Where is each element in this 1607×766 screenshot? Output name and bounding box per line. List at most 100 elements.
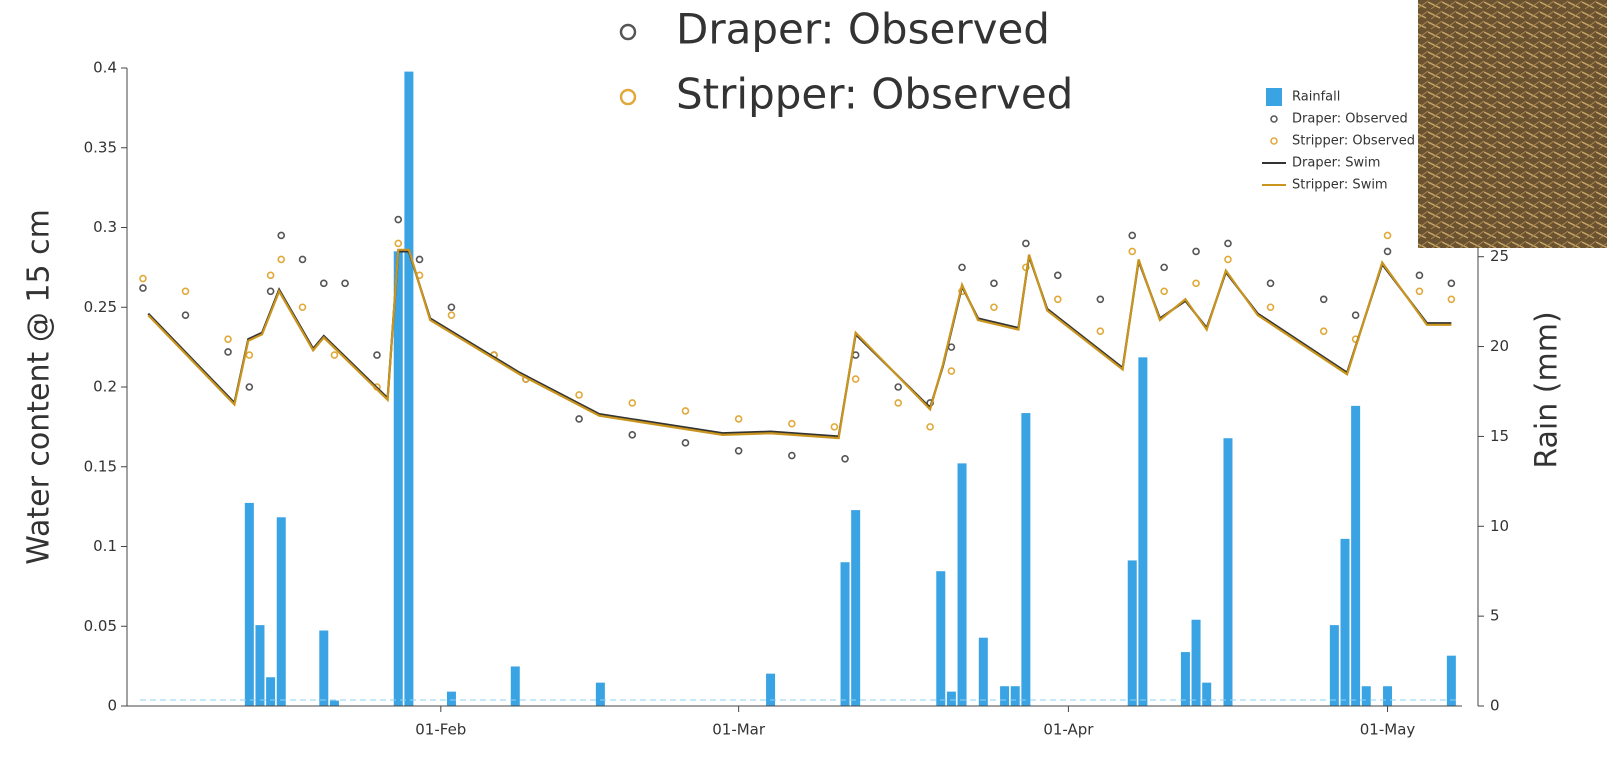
- observed-point: [1415, 271, 1424, 280]
- observed-point: [1319, 327, 1328, 335]
- x-tick-label: 01-Apr: [1043, 721, 1094, 739]
- observed-point: [224, 348, 232, 356]
- observed-point: [266, 271, 275, 280]
- legend-label: Draper: Observed: [676, 5, 1050, 54]
- observed-point: [298, 255, 307, 264]
- observed-point: [224, 335, 232, 343]
- rain-bar: [978, 637, 988, 706]
- observed-point: [1053, 295, 1062, 304]
- observed-point: [447, 303, 456, 312]
- observed-point: [1383, 247, 1392, 256]
- y-tick-label: 0.4: [93, 59, 117, 77]
- observed-point: [894, 399, 903, 407]
- legend-large: Draper: Observed Stripper: Observed: [619, 5, 1073, 119]
- observed-point: [1415, 287, 1424, 296]
- y-tick-label: 0.05: [84, 617, 117, 635]
- rain-bar: [1223, 438, 1233, 706]
- simulated-line: [147, 250, 1452, 438]
- legend-swatch: [1266, 88, 1282, 106]
- observed-point: [947, 367, 956, 375]
- observed-point: [1053, 271, 1062, 280]
- observed-point: [628, 399, 637, 407]
- observed-point: [990, 279, 998, 288]
- observed-point: [139, 274, 147, 283]
- y2-tick-label: 10: [1490, 517, 1509, 535]
- observed-point: [330, 351, 339, 359]
- rain-bar: [1191, 619, 1201, 706]
- rain-bar: [957, 463, 967, 706]
- rain-bar: [319, 630, 329, 706]
- observed-point: [139, 284, 147, 292]
- observed-point: [266, 287, 275, 296]
- legend-label: Stripper: Observed: [676, 70, 1073, 119]
- observed-point: [575, 391, 583, 399]
- observed-point: [277, 255, 286, 264]
- observed-point: [415, 255, 424, 264]
- y2-tick-label: 25: [1490, 247, 1509, 265]
- observed-point: [447, 311, 456, 320]
- observed-point: [1096, 327, 1105, 335]
- observed-point: [181, 287, 190, 296]
- observed-point: [734, 415, 743, 423]
- y2-tick-label: 5: [1490, 607, 1500, 625]
- y2-tick-label: 20: [1490, 337, 1509, 355]
- rain-bar: [266, 677, 276, 706]
- rain-bar: [1021, 413, 1031, 706]
- observed-point: [1160, 287, 1168, 296]
- y-tick-label: 0.15: [84, 457, 117, 475]
- observed-point: [681, 407, 690, 415]
- observed-point: [245, 351, 254, 359]
- x-tick-label: 01-Mar: [712, 721, 766, 739]
- plot-area: [139, 71, 1456, 707]
- observed-point: [1447, 295, 1456, 304]
- observed-point: [1447, 279, 1456, 288]
- y-tick-label: 0.2: [93, 378, 117, 396]
- rain-bar: [255, 625, 265, 706]
- observed-point: [277, 231, 286, 240]
- rain-bar: [244, 502, 254, 706]
- x-tick-label: 01-Feb: [415, 721, 466, 739]
- rain-bar: [1351, 405, 1361, 706]
- observed-point: [298, 303, 307, 312]
- observed-point: [1224, 239, 1232, 248]
- rain-bar: [1202, 682, 1212, 706]
- observed-point: [1224, 255, 1232, 264]
- rain-bar: [1340, 538, 1350, 706]
- rain-bar: [1361, 686, 1371, 706]
- rain-bar: [446, 691, 456, 706]
- legend-label: Draper: Swim: [1292, 156, 1380, 171]
- x-tick-label: 01-May: [1360, 721, 1416, 739]
- rain-bar: [1000, 686, 1010, 706]
- rain-bar: [1446, 655, 1456, 706]
- y-tick-label: 0.3: [93, 218, 117, 236]
- observed-point: [1319, 295, 1328, 304]
- observed-point: [851, 375, 860, 383]
- observed-point: [788, 419, 796, 428]
- rain-bar: [404, 71, 414, 707]
- y-tick-label: 0.25: [84, 298, 117, 316]
- rain-bar: [276, 517, 286, 706]
- observed-point: [1383, 231, 1392, 240]
- observed-point: [894, 383, 903, 391]
- observed-point: [841, 454, 849, 463]
- y-axis-title: Water content @ 15 cm: [22, 209, 57, 565]
- y-tick-label: 0.1: [93, 537, 117, 555]
- observed-point: [947, 343, 956, 351]
- observed-point: [373, 351, 381, 359]
- observed-point: [1128, 247, 1137, 256]
- observed-point: [1266, 279, 1275, 288]
- rain-bar: [946, 691, 956, 706]
- observed-point: [245, 383, 254, 391]
- observed-point: [181, 311, 190, 320]
- observed-point: [990, 303, 998, 312]
- observed-point: [1266, 303, 1275, 312]
- y2-axis-title: Rain (mm): [1530, 311, 1565, 468]
- observed-point: [734, 446, 743, 455]
- rain-bar: [1383, 686, 1393, 706]
- observed-point: [926, 423, 934, 431]
- rain-bar: [936, 571, 946, 706]
- rain-bar: [595, 682, 605, 706]
- observed-point: [958, 263, 966, 272]
- observed-point: [1128, 231, 1137, 240]
